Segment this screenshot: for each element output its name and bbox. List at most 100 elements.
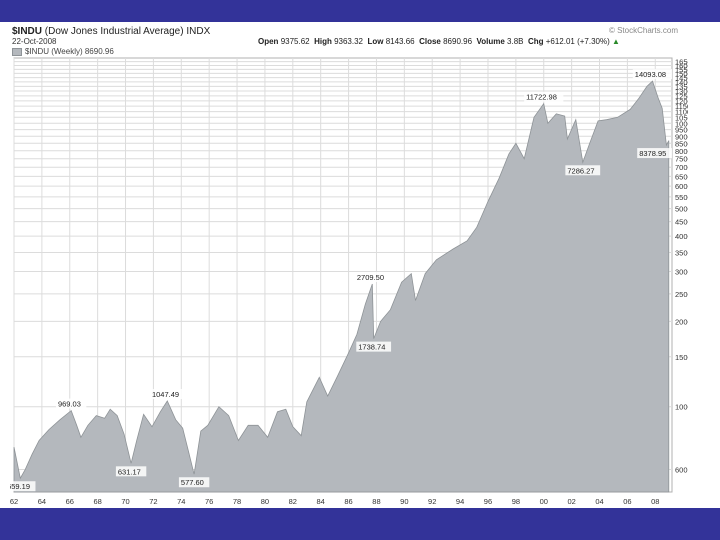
symbol: $INDU bbox=[12, 26, 43, 37]
x-tick-label: 84 bbox=[317, 497, 325, 506]
y-tick-label: 13000 bbox=[675, 87, 688, 96]
top-title-band bbox=[0, 0, 720, 22]
data-label: 577.60 bbox=[181, 478, 204, 487]
y-tick-label: 14000 bbox=[675, 78, 688, 87]
data-label: 1047.49 bbox=[152, 390, 179, 399]
data-label-bg bbox=[632, 69, 672, 80]
y-tick-label: 1000 bbox=[675, 403, 688, 412]
y-tick-label: 14500 bbox=[675, 74, 688, 83]
low-label: Low bbox=[367, 37, 384, 46]
y-tick-label: 3500 bbox=[675, 249, 688, 258]
y-tick-label: 13500 bbox=[675, 82, 688, 91]
x-tick-label: 00 bbox=[540, 497, 548, 506]
y-tick-label: 4000 bbox=[675, 232, 688, 241]
y-axis: 600 1000 1500 2000 2500 3000 3500 4000 4500 5000 5… bbox=[675, 58, 688, 475]
y-tick-label: 9000 bbox=[675, 132, 688, 141]
y-tick-label: 11500 bbox=[675, 102, 688, 111]
data-label-bg bbox=[55, 398, 87, 409]
y-tick-label: 7000 bbox=[675, 163, 688, 172]
y-tick-label: 10500 bbox=[675, 113, 688, 122]
x-tick-label: 72 bbox=[149, 497, 157, 506]
x-tick-label: 02 bbox=[567, 497, 575, 506]
brand-watermark: © StockCharts.com bbox=[608, 26, 678, 35]
data-label: 559.19 bbox=[10, 482, 30, 491]
y-tick-label: 1500 bbox=[675, 353, 688, 362]
x-tick-label: 70 bbox=[121, 497, 129, 506]
x-tick-label: 68 bbox=[93, 497, 101, 506]
data-label-bg bbox=[354, 272, 390, 283]
y-tick-label: 15500 bbox=[675, 65, 688, 74]
chart-title: $INDU (Dow Jones Industrial Average) IND… bbox=[12, 26, 210, 37]
x-tick-label: 78 bbox=[233, 497, 241, 506]
data-labels: 559.19 969.03 631.17 1047.49 577.60 2709.50 17… bbox=[10, 69, 672, 492]
chart-svg: 559.19 969.03 631.17 1047.49 577.60 2709.50 17… bbox=[10, 57, 688, 506]
data-label: 969.03 bbox=[58, 400, 81, 409]
chart-date: 22-Oct-2008 bbox=[12, 37, 57, 46]
x-tick-label: 74 bbox=[177, 497, 185, 506]
data-label-bg bbox=[178, 477, 210, 488]
price-area-path bbox=[13, 80, 670, 493]
y-tick-label: 16500 bbox=[675, 58, 688, 67]
x-tick-label: 92 bbox=[428, 497, 436, 506]
data-label: 11722.98 bbox=[526, 93, 557, 102]
y-tick-label: 11000 bbox=[675, 108, 688, 117]
y-tick-label: 6000 bbox=[675, 182, 688, 191]
legend: $INDU (Weekly) 8690.96 bbox=[12, 47, 114, 56]
y-tick-label: 9500 bbox=[675, 126, 688, 135]
legend-swatch bbox=[12, 47, 22, 56]
x-tick-label: 66 bbox=[66, 497, 74, 506]
x-tick-label: 90 bbox=[400, 497, 408, 506]
data-label-bg bbox=[637, 148, 672, 159]
y-tick-label: 4500 bbox=[675, 218, 688, 227]
x-axis: 62 64 66 68 70 72 74 76 78 80 82 84 86 88 90 92 94 96 98 00… bbox=[10, 497, 659, 506]
description: (Dow Jones Industrial Average) INDX bbox=[44, 26, 211, 37]
y-tick-label: 2500 bbox=[675, 290, 688, 299]
y-tick-label: 12000 bbox=[675, 97, 688, 106]
x-tick-label: 88 bbox=[372, 497, 380, 506]
data-label-bg bbox=[115, 466, 147, 477]
y-tick-label: 5000 bbox=[675, 205, 688, 214]
x-tick-label: 82 bbox=[289, 497, 297, 506]
x-tick-label: 94 bbox=[456, 497, 464, 506]
volume-label: Volume bbox=[476, 37, 505, 46]
y-tick-label: 10000 bbox=[675, 119, 688, 128]
y-tick-label: 12500 bbox=[675, 92, 688, 101]
y-tick-label: 5500 bbox=[675, 193, 688, 202]
close-label: Close bbox=[419, 37, 441, 46]
y-tick-label: 600 bbox=[675, 466, 688, 475]
data-label-bg bbox=[149, 388, 185, 399]
y-tick-label: 15000 bbox=[675, 69, 688, 78]
data-label-bg bbox=[356, 341, 392, 352]
chart-panel: $INDU (Dow Jones Industrial Average) IND… bbox=[10, 22, 688, 508]
data-label: 14093.08 bbox=[635, 70, 666, 79]
x-tick-label: 96 bbox=[484, 497, 492, 506]
x-tick-label: 98 bbox=[512, 497, 520, 506]
data-label: 631.17 bbox=[118, 467, 141, 476]
chg-arrow-icon: ▲ bbox=[612, 37, 620, 46]
data-label: 1738.74 bbox=[358, 343, 385, 352]
high-value: 9363.32 bbox=[334, 37, 363, 46]
data-label-bg bbox=[524, 91, 564, 102]
y-tick-label: 16000 bbox=[675, 61, 688, 70]
x-tick-label: 86 bbox=[344, 497, 352, 506]
open-label: Open bbox=[258, 37, 279, 46]
y-tick-label: 3000 bbox=[675, 267, 688, 276]
volume-value: 3.8B bbox=[507, 37, 524, 46]
x-tick-label: 76 bbox=[205, 497, 213, 506]
bottom-band bbox=[0, 508, 720, 540]
close-value: 8690.96 bbox=[443, 37, 473, 46]
low-value: 8143.66 bbox=[385, 37, 415, 46]
open-value: 9375.62 bbox=[280, 37, 310, 46]
price-area bbox=[13, 80, 670, 493]
y-tick-label: 6500 bbox=[675, 172, 688, 181]
x-tick-label: 06 bbox=[623, 497, 631, 506]
y-tick-label: 8500 bbox=[675, 139, 688, 148]
data-label-bg bbox=[10, 481, 36, 492]
x-tick-label: 64 bbox=[38, 497, 46, 506]
legend-label: $INDU (Weekly) 8690.96 bbox=[25, 47, 114, 56]
ohlc-readout: Open 9375.62 High 9363.32 Low 8143.66 Cl… bbox=[258, 37, 620, 46]
high-label: High bbox=[314, 37, 332, 46]
data-label: 2709.50 bbox=[357, 273, 384, 282]
chg-label: Chg bbox=[527, 37, 544, 46]
